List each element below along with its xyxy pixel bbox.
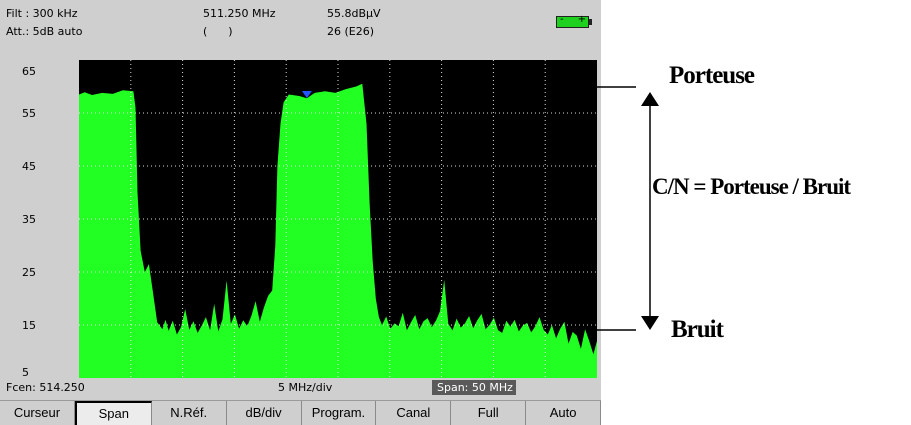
softkey-3[interactable]: N.Réf.	[152, 401, 227, 425]
arrow-up-icon	[641, 92, 659, 106]
cursor-marker-icon	[301, 90, 312, 98]
softkey-4[interactable]: dB/div	[227, 401, 302, 425]
cn-formula-label: C/N = Porteuse / Bruit	[652, 174, 851, 199]
y-tick-label: 15	[22, 319, 36, 332]
battery-terminal	[589, 19, 592, 25]
filter-readout: Filt : 300 kHz	[6, 7, 78, 20]
softkey-bar: Curseur Span N.Réf. dB/div Program. Canal Full…	[0, 400, 601, 425]
battery-minus: -	[560, 14, 564, 25]
attenuation-readout: Att.: 5dB auto	[6, 25, 83, 38]
softkey-2[interactable]: Span	[74, 401, 152, 425]
y-tick-label: 65	[22, 65, 36, 78]
spectrum-plot	[79, 60, 597, 378]
y-tick-label: 45	[22, 160, 36, 173]
softkey-7[interactable]: Full	[451, 401, 527, 425]
y-tick-label: 5	[22, 366, 29, 379]
frequency-readout: 511.250 MHz	[203, 7, 276, 20]
noise-label: Bruit	[671, 316, 724, 343]
arrow-down-icon	[641, 316, 659, 330]
y-tick-label: 35	[22, 213, 36, 226]
level-readout: 55.8dBµV	[327, 7, 381, 20]
battery-plus: +	[577, 14, 586, 25]
spectrum-svg	[79, 60, 597, 378]
frequency-parens: ( )	[203, 25, 233, 38]
spectrum-trace	[79, 83, 597, 378]
channel-readout: 26 (E26)	[327, 25, 375, 38]
y-tick-label: 55	[22, 107, 36, 120]
analyzer-screen: Filt : 300 kHz Att.: 5dB auto 511.250 MH…	[0, 0, 601, 425]
softkey-8[interactable]: Auto	[526, 401, 601, 425]
softkey-5[interactable]: Program.	[302, 401, 377, 425]
softkey-6[interactable]: Canal	[376, 401, 452, 425]
carrier-label: Porteuse	[669, 62, 755, 89]
battery-icon: - +	[556, 14, 589, 28]
y-tick-label: 25	[22, 266, 36, 279]
scale-per-division: 5 MHz/div	[278, 381, 333, 394]
softkey-1[interactable]: Curseur	[0, 401, 75, 425]
span-readout: Span: 50 MHz	[432, 380, 516, 395]
center-frequency-readout: Fcen: 514.250	[6, 381, 85, 394]
